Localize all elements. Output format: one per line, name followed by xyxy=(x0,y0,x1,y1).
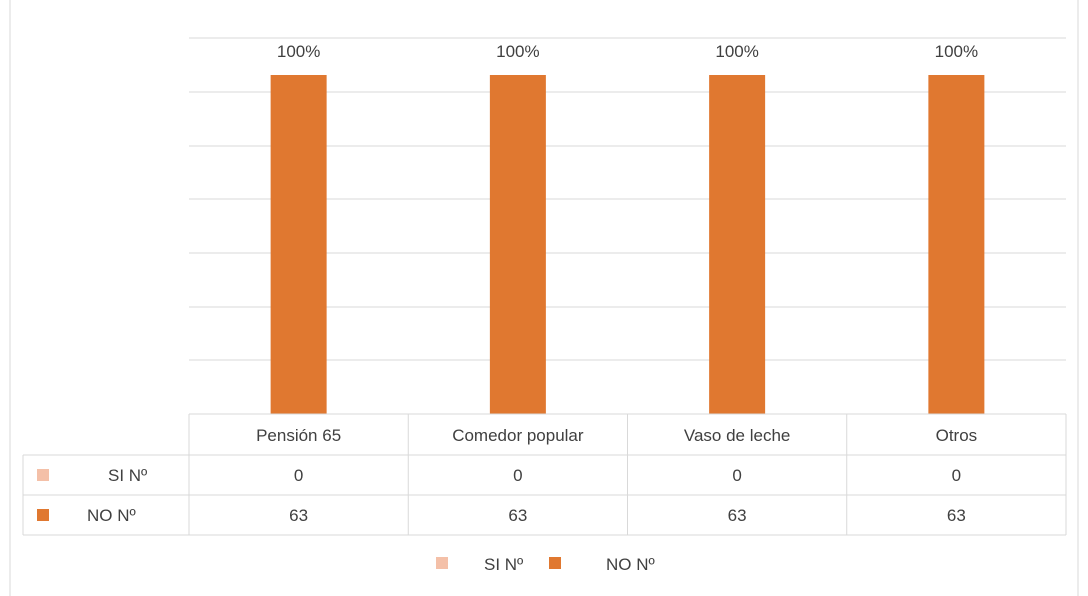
table-cell-0-3: 0 xyxy=(952,466,961,485)
data-labels: 100% 100% 100% 100% xyxy=(277,42,978,61)
table-header-2: Vaso de leche xyxy=(684,426,790,445)
legend-key-1 xyxy=(549,557,561,569)
table-cell-1-2: 63 xyxy=(728,506,747,525)
table-header-1: Comedor popular xyxy=(452,426,584,445)
table-legend-key-1 xyxy=(37,509,49,521)
chart-area-border xyxy=(9,0,1079,596)
data-label-1: 100% xyxy=(496,42,539,61)
bar-NON-0 xyxy=(270,75,327,414)
data-table: Pensión 65 Comedor popular Vaso de leche Ot… xyxy=(22,413,1067,536)
bar-NON-2 xyxy=(709,75,766,414)
table-series-name-0: SI Nº xyxy=(108,466,147,485)
table-cell-1-1: 63 xyxy=(508,506,527,525)
bar-NON-1 xyxy=(489,75,546,414)
legend-label-0: SI Nº xyxy=(484,555,523,574)
table-cell-1-3: 63 xyxy=(947,506,966,525)
table-header-3: Otros xyxy=(936,426,978,445)
legend: SI Nº NO Nº xyxy=(436,555,655,574)
table-cell-1-0: 63 xyxy=(289,506,308,525)
data-label-0: 100% xyxy=(277,42,320,61)
legend-key-0 xyxy=(436,557,448,569)
data-label-2: 100% xyxy=(715,42,758,61)
table-cell-0-2: 0 xyxy=(732,466,741,485)
legend-label-1: NO Nº xyxy=(606,555,655,574)
table-legend-key-0 xyxy=(37,469,49,481)
table-series-name-1: NO Nº xyxy=(87,506,136,525)
data-label-3: 100% xyxy=(935,42,978,61)
table-header-0: Pensión 65 xyxy=(256,426,341,445)
table-cell-0-1: 0 xyxy=(513,466,522,485)
table-cell-0-0: 0 xyxy=(294,466,303,485)
bar-NON-3 xyxy=(928,75,985,414)
gridlines xyxy=(189,37,1066,361)
bars xyxy=(270,75,985,414)
